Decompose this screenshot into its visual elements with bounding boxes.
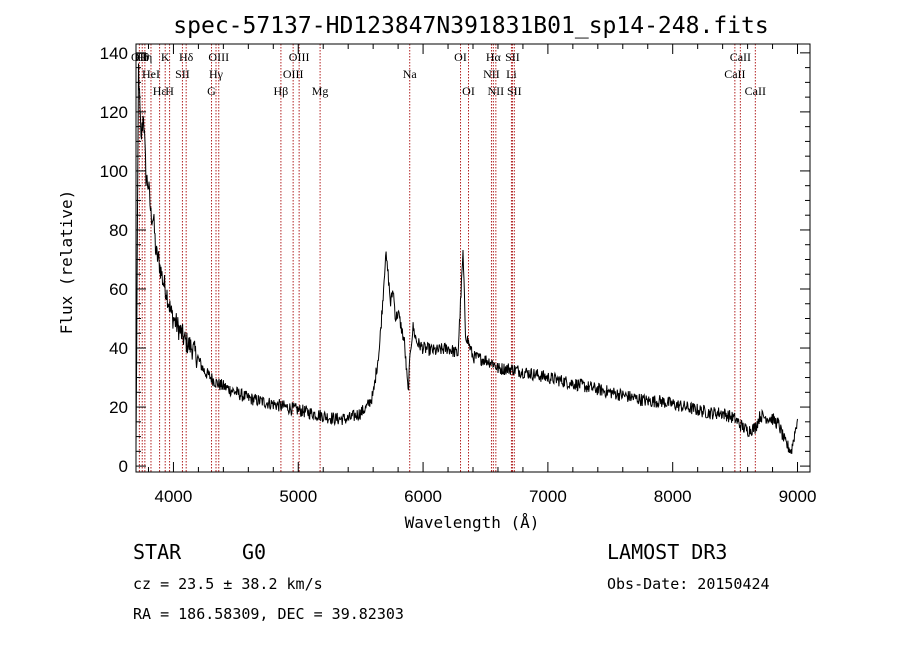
spectral-line-label: OII [131,50,148,64]
y-axis-label: Flux (relative) [57,190,76,335]
spectral-line-label: NII [488,84,505,98]
object-subclass: G0 [242,540,266,564]
y-tick-label: 120 [100,103,128,122]
spectral-line-label: OI [462,84,475,98]
coordinates: RA = 186.58309, DEC = 39.82303 [133,605,404,623]
x-axis: 4000 5000 6000 7000 8000 9000 [147,44,817,506]
spectral-line-label: K [161,50,170,64]
spectral-line-label: Hθ [135,50,150,64]
spectral-line-label: CaII [730,50,751,64]
y-tick-label: 80 [109,221,128,240]
spectral-line-label: Hε [153,84,167,98]
redshift-velocity: cz = 23.5 ± 38.2 km/s [133,575,323,593]
spectral-line-label: CaII [745,84,766,98]
spectral-line-label: NII [483,67,500,81]
spectrum-series-line [135,63,798,454]
spectral-line-label: Hη [137,50,152,64]
y-tick-label: 0 [119,457,128,476]
x-tick-label: 6000 [404,487,442,506]
object-class: STAR [133,540,182,564]
y-tick-label: 20 [109,398,128,417]
spectral-line-label: Hβ [274,84,289,98]
spectral-line-label: OIII [289,50,310,64]
y-tick-label: 100 [100,162,128,181]
spectral-line-label: Li [506,67,517,81]
chart-title: spec-57137-HD123847N391831B01_sp14-248.f… [173,13,768,39]
survey-name: LAMOST DR3 [607,540,727,564]
spectral-line-label: H [165,84,174,98]
spectral-line-label: Mg [312,84,329,98]
x-tick-label: 7000 [529,487,567,506]
spectral-line-label: SII [505,50,520,64]
spectral-line-label: OIII [283,67,304,81]
y-axis: 0 20 40 60 80 100 120 140 [100,44,810,476]
spectral-line-label: Hδ [179,50,194,64]
y-tick-label: 140 [100,44,128,63]
spectral-line-label: Na [403,67,418,81]
spectral-line-label: HeI [142,67,160,81]
spectral-line-label: SII [175,67,190,81]
spectral-line-label: Hγ [209,67,224,81]
x-tick-label: 5000 [279,487,317,506]
observation-date: Obs-Date: 20150424 [607,575,770,593]
spectrum-info: STAR G0 LAMOST DR3 cz = 23.5 ± 38.2 km/s… [133,540,770,623]
line-labels: OIIHθHηHeIHεKHSIIHδGHγOIIIHβOIIIOIIIMgNa… [131,50,766,98]
spectral-line-label: OI [454,50,467,64]
y-tick-label: 60 [109,280,128,299]
emission-lines [138,44,756,472]
x-tick-label: 4000 [155,487,193,506]
plot-frame [135,43,811,473]
spectral-line-label: SII [507,84,522,98]
spectral-line-label: CaII [724,67,745,81]
y-tick-label: 40 [109,339,128,358]
x-axis-label: Wavelength (Å) [405,513,540,532]
spectral-line-label: Hα [486,50,502,64]
x-tick-label: 9000 [779,487,817,506]
spectral-line-label: G [207,84,216,98]
x-tick-label: 8000 [654,487,692,506]
spectral-line-label: OIII [208,50,229,64]
